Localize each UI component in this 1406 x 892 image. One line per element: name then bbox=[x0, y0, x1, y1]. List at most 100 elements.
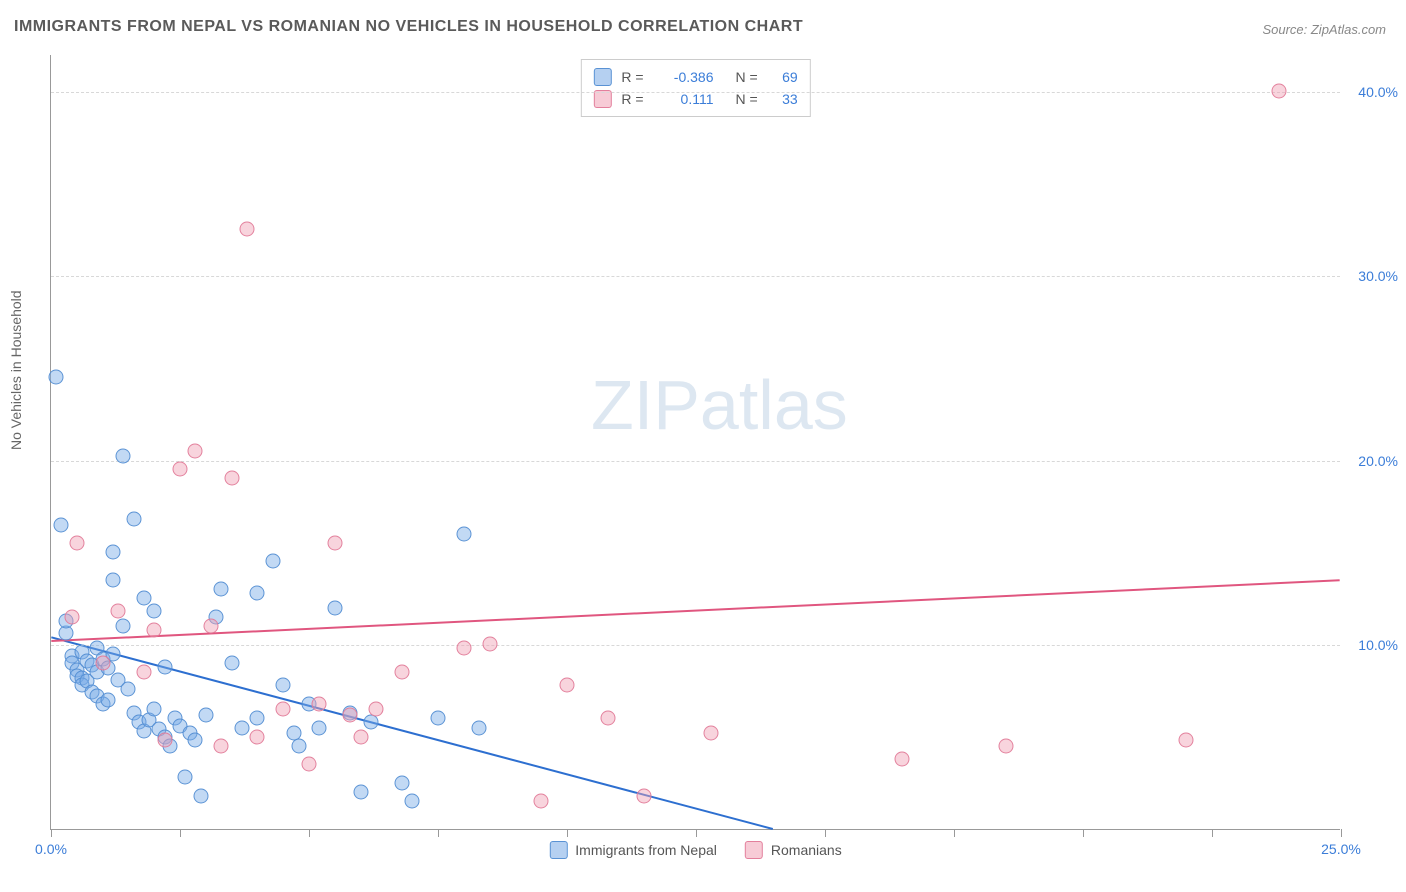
x-tick bbox=[1083, 829, 1084, 837]
r-label: R = bbox=[621, 69, 643, 85]
data-point bbox=[203, 619, 218, 634]
data-point bbox=[394, 775, 409, 790]
source-attribution: Source: ZipAtlas.com bbox=[1262, 22, 1386, 37]
data-point bbox=[157, 733, 172, 748]
data-point bbox=[234, 720, 249, 735]
data-point bbox=[353, 729, 368, 744]
data-point bbox=[312, 696, 327, 711]
data-point bbox=[126, 512, 141, 527]
data-point bbox=[456, 641, 471, 656]
data-point bbox=[369, 702, 384, 717]
data-point bbox=[353, 785, 368, 800]
legend-stat-row: R = -0.386 N = 69 bbox=[593, 66, 797, 88]
r-label: R = bbox=[621, 91, 643, 107]
data-point bbox=[147, 604, 162, 619]
data-point bbox=[188, 733, 203, 748]
data-point bbox=[121, 681, 136, 696]
data-point bbox=[100, 692, 115, 707]
y-tick-label: 40.0% bbox=[1358, 84, 1398, 100]
x-tick bbox=[180, 829, 181, 837]
gridline bbox=[51, 92, 1340, 93]
data-point bbox=[250, 711, 265, 726]
data-point bbox=[394, 665, 409, 680]
x-tick bbox=[309, 829, 310, 837]
data-point bbox=[173, 462, 188, 477]
data-point bbox=[250, 729, 265, 744]
plot-area: ZIPatlas R =-0.386N =69R =0.111N =33 Imm… bbox=[50, 55, 1340, 830]
x-tick-label: 25.0% bbox=[1321, 841, 1361, 857]
data-point bbox=[193, 788, 208, 803]
x-tick bbox=[954, 829, 955, 837]
x-tick bbox=[1212, 829, 1213, 837]
data-point bbox=[472, 720, 487, 735]
data-point bbox=[456, 526, 471, 541]
y-tick-label: 10.0% bbox=[1358, 637, 1398, 653]
data-point bbox=[198, 707, 213, 722]
data-point bbox=[224, 655, 239, 670]
data-point bbox=[250, 585, 265, 600]
x-tick bbox=[696, 829, 697, 837]
y-axis-label: No Vehicles in Household bbox=[8, 290, 24, 450]
n-value: 69 bbox=[768, 69, 798, 85]
gridline bbox=[51, 461, 1340, 462]
data-point bbox=[363, 714, 378, 729]
data-point bbox=[105, 545, 120, 560]
x-tick bbox=[438, 829, 439, 837]
data-point bbox=[560, 678, 575, 693]
data-point bbox=[116, 619, 131, 634]
legend-series: Immigrants from Nepal Romanians bbox=[549, 841, 841, 859]
data-point bbox=[405, 794, 420, 809]
data-point bbox=[69, 536, 84, 551]
n-label: N = bbox=[736, 91, 758, 107]
data-point bbox=[136, 665, 151, 680]
data-point bbox=[895, 751, 910, 766]
x-tick bbox=[51, 829, 52, 837]
data-point bbox=[998, 738, 1013, 753]
legend-stats: R = -0.386 N = 69 R = 0.111 N = 33 bbox=[580, 59, 810, 117]
data-point bbox=[312, 720, 327, 735]
data-point bbox=[111, 604, 126, 619]
data-point bbox=[95, 655, 110, 670]
data-point bbox=[147, 622, 162, 637]
data-point bbox=[637, 788, 652, 803]
data-point bbox=[276, 702, 291, 717]
data-point bbox=[343, 707, 358, 722]
x-tick bbox=[825, 829, 826, 837]
y-tick-label: 20.0% bbox=[1358, 453, 1398, 469]
data-point bbox=[214, 738, 229, 753]
r-value: -0.386 bbox=[654, 69, 714, 85]
legend-item: Romanians bbox=[745, 841, 842, 859]
legend-label: Immigrants from Nepal bbox=[575, 842, 717, 858]
data-point bbox=[116, 449, 131, 464]
data-point bbox=[276, 678, 291, 693]
legend-swatch bbox=[549, 841, 567, 859]
data-point bbox=[188, 443, 203, 458]
data-point bbox=[136, 591, 151, 606]
data-point bbox=[1272, 83, 1287, 98]
data-point bbox=[431, 711, 446, 726]
n-value: 33 bbox=[768, 91, 798, 107]
data-point bbox=[291, 738, 306, 753]
data-point bbox=[704, 726, 719, 741]
gridline bbox=[51, 276, 1340, 277]
legend-swatch bbox=[745, 841, 763, 859]
x-tick bbox=[1341, 829, 1342, 837]
r-value: 0.111 bbox=[654, 91, 714, 107]
legend-item: Immigrants from Nepal bbox=[549, 841, 717, 859]
data-point bbox=[147, 702, 162, 717]
n-label: N = bbox=[736, 69, 758, 85]
data-point bbox=[54, 517, 69, 532]
legend-swatch bbox=[593, 68, 611, 86]
data-point bbox=[302, 757, 317, 772]
data-point bbox=[59, 626, 74, 641]
x-tick-label: 0.0% bbox=[35, 841, 67, 857]
data-point bbox=[327, 600, 342, 615]
data-point bbox=[64, 609, 79, 624]
x-tick bbox=[567, 829, 568, 837]
data-point bbox=[265, 554, 280, 569]
y-tick-label: 30.0% bbox=[1358, 268, 1398, 284]
data-point bbox=[49, 369, 64, 384]
trend-lines bbox=[51, 55, 1340, 829]
trend-line bbox=[51, 580, 1339, 641]
data-point bbox=[601, 711, 616, 726]
